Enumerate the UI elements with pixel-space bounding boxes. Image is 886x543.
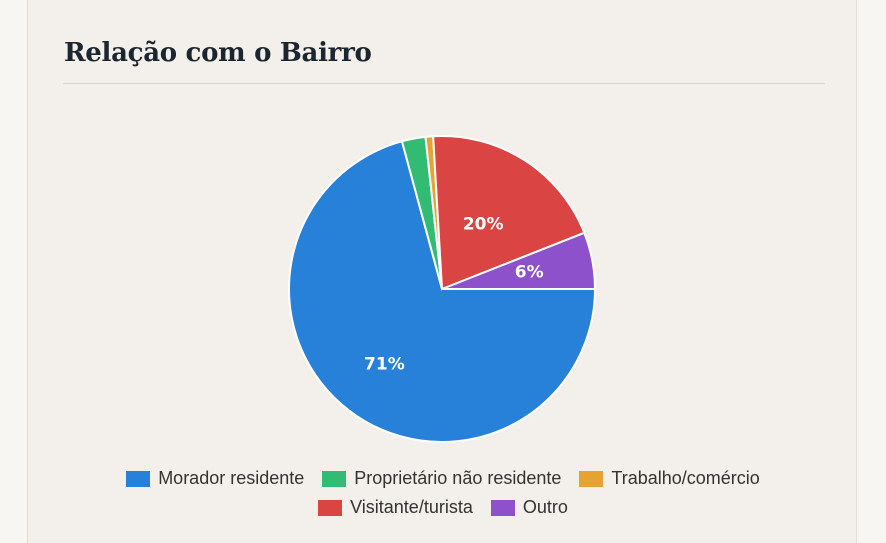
title-divider — [63, 83, 825, 84]
legend-row-0: Morador residente Proprietário não reside… — [0, 464, 886, 493]
legend-label: Morador residente — [158, 468, 305, 488]
legend-swatch — [579, 470, 604, 487]
legend-label: Visitante/turista — [350, 497, 473, 517]
legend-swatch — [490, 499, 515, 516]
pie-slice-0 — [288, 140, 597, 443]
pie-slice-3 — [432, 135, 586, 291]
legend-item-3[interactable]: Visitante/turista — [318, 497, 473, 518]
pie-slice-4 — [441, 231, 597, 290]
chart-legend: Morador residente Proprietário não reside… — [0, 464, 886, 522]
slice-label-4: 6% — [515, 262, 544, 282]
legend-label: Trabalho/comércio — [611, 468, 760, 488]
slice-label-3: 20% — [463, 215, 504, 235]
chart-title: Relação com o Bairro — [64, 38, 372, 68]
legend-item-4[interactable]: Outro — [490, 497, 568, 518]
legend-label: Outro — [522, 497, 568, 517]
legend-swatch — [126, 470, 151, 487]
legend-label: Proprietário não residente — [354, 468, 562, 488]
legend-item-2[interactable]: Trabalho/comércio — [579, 468, 760, 489]
legend-item-1[interactable]: Proprietário não residente — [322, 468, 561, 489]
legend-row-1: Visitante/turista Outro — [0, 493, 886, 522]
slice-label-0: 71% — [364, 354, 405, 374]
legend-item-0[interactable]: Morador residente — [126, 468, 304, 489]
legend-swatch — [318, 499, 343, 516]
legend-swatch — [322, 470, 347, 487]
